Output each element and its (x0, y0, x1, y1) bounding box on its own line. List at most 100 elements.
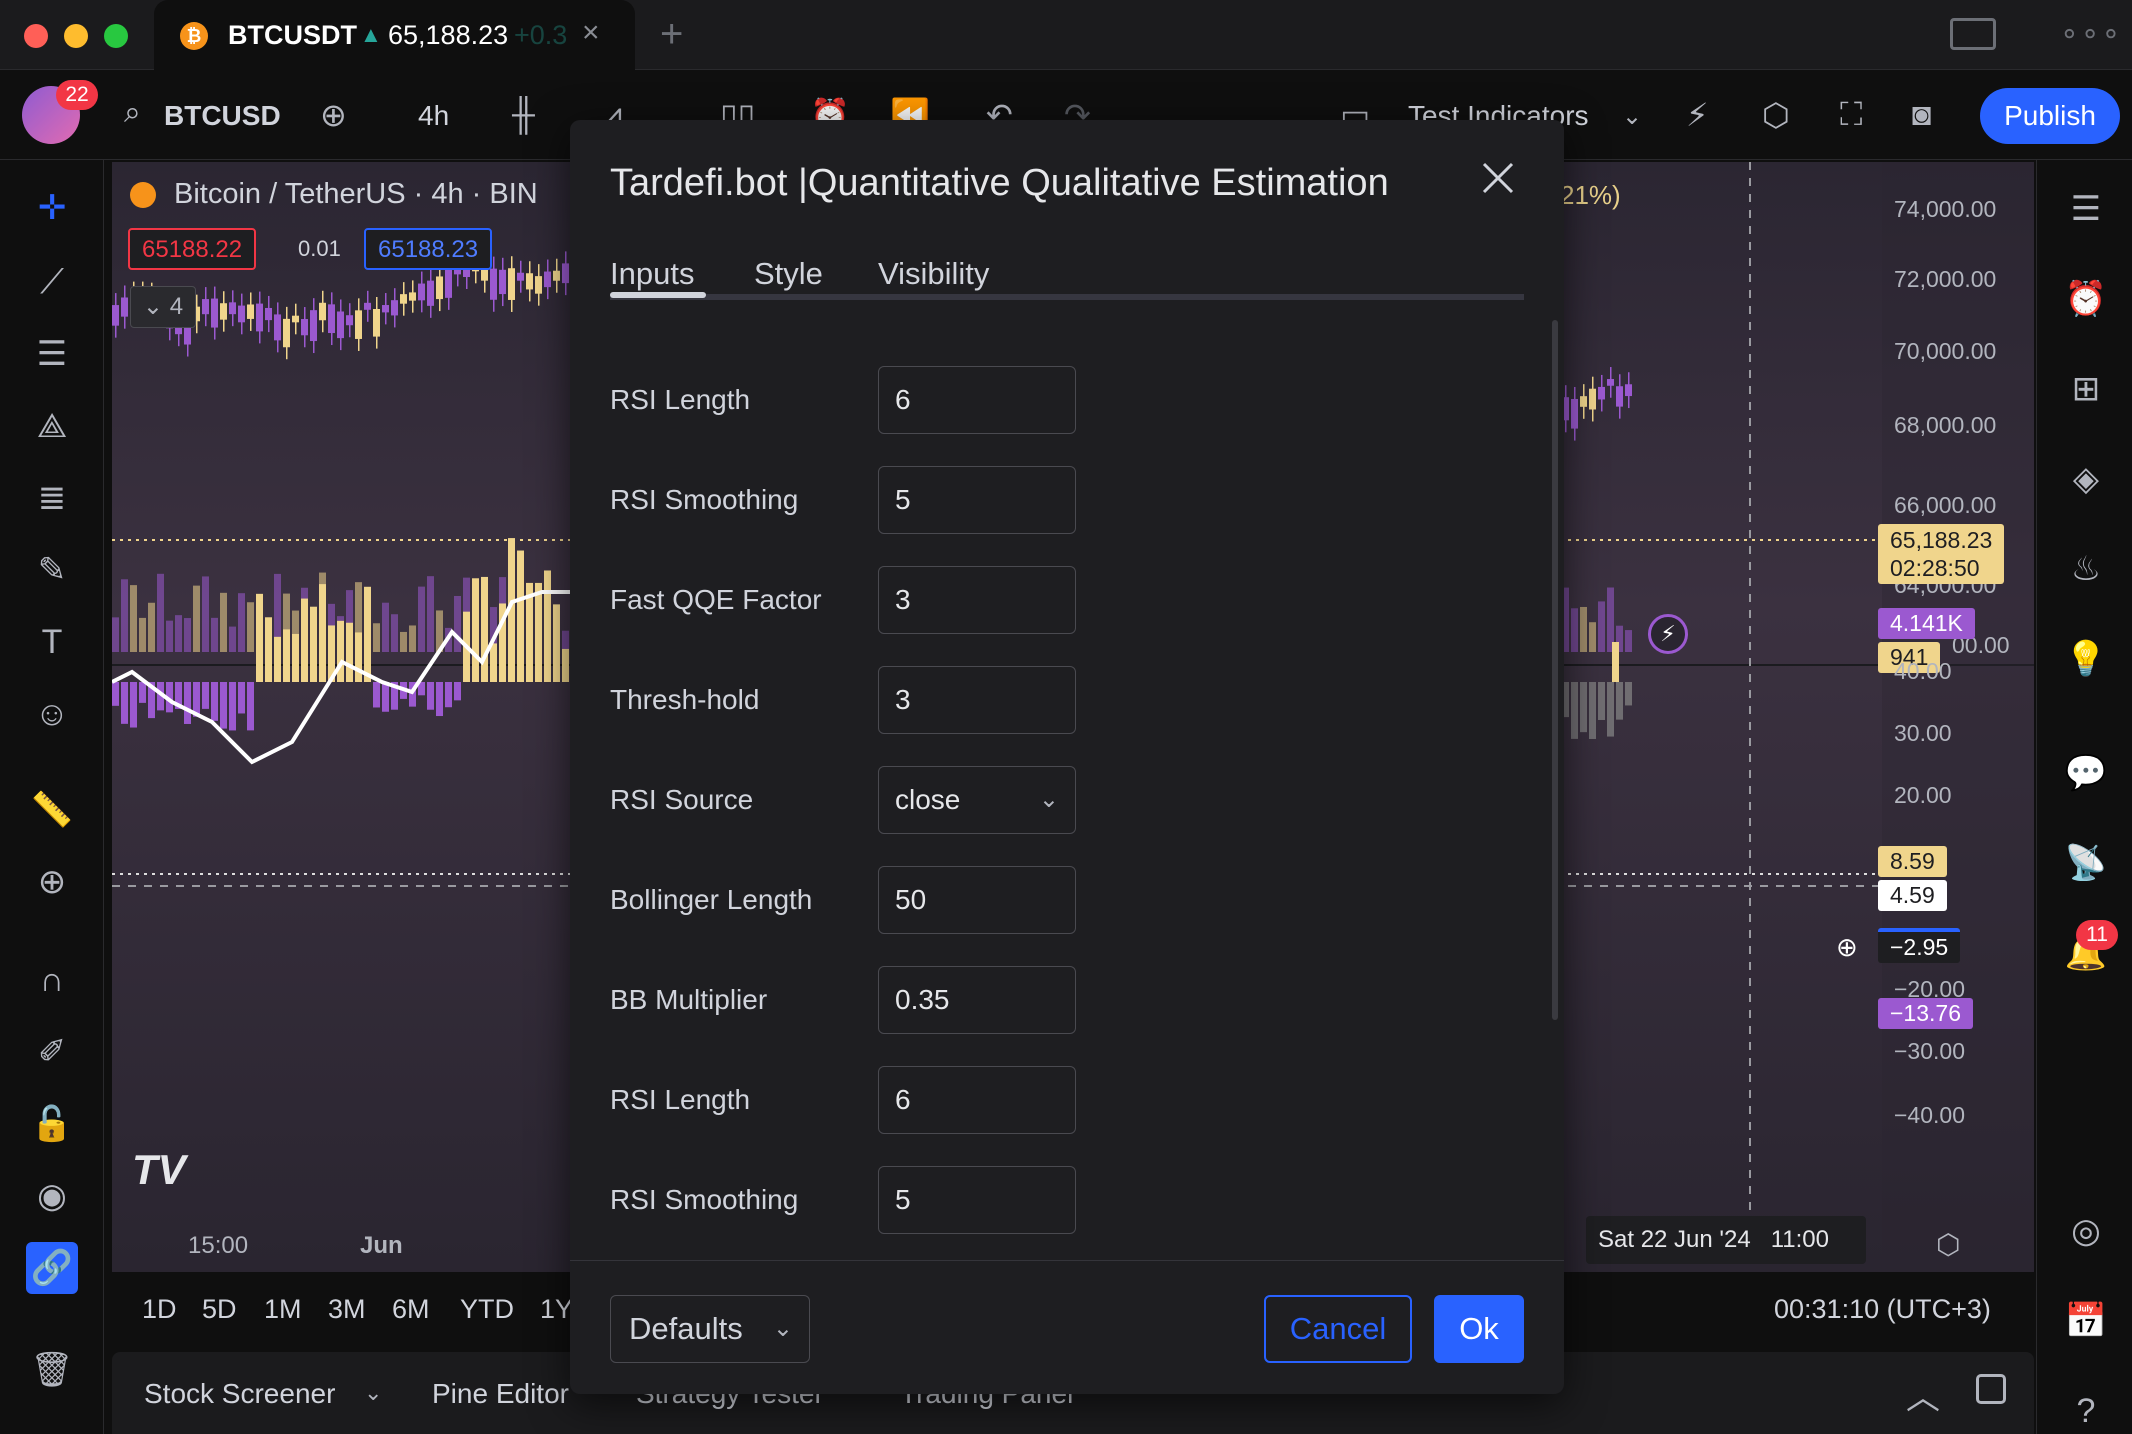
candle (265, 307, 272, 321)
lightning-icon[interactable]: ⚡ (1648, 614, 1688, 654)
ruler-icon[interactable]: 📏 (30, 791, 74, 829)
magnet-icon[interactable]: ∩ (39, 961, 65, 999)
more-icon[interactable]: ∘∘∘ (2060, 17, 2123, 50)
buy-price[interactable]: 65188.23 (364, 228, 493, 270)
zoom-in-icon[interactable]: ⊕ (37, 863, 67, 901)
chart-legend-title[interactable]: Bitcoin / TetherUS · 4h · BIN (174, 178, 538, 210)
minimize-window-button[interactable] (64, 24, 88, 48)
bollinger-length-input[interactable]: 50 (878, 866, 1076, 934)
rsi-smoothing-2-input[interactable]: 5 (878, 1166, 1076, 1234)
volume-bar (157, 573, 164, 652)
trend-line-icon[interactable]: ⟋ (40, 263, 64, 301)
streams-icon[interactable]: 📡 (2064, 844, 2108, 882)
tab-btcusdt[interactable]: ₿ BTCUSDT ▲ 65,188.23 +0.3 × (154, 0, 635, 70)
zoom-window-button[interactable] (104, 24, 128, 48)
collapse-indicators-button[interactable]: ⌄ 4 (130, 286, 196, 328)
alarm-icon[interactable]: ⏰ (2064, 280, 2108, 318)
chevron-down-icon[interactable]: ⌄ (364, 1380, 383, 1405)
settings-icon[interactable]: ⬡ (1762, 97, 1790, 133)
lock-drawing-icon[interactable]: ✐ (37, 1033, 67, 1071)
crosshair-date: Sat 22 Jun '24 (1598, 1226, 1751, 1253)
eye-icon[interactable]: ◉ (37, 1177, 67, 1215)
forecast-icon[interactable]: ≣ (37, 479, 67, 517)
timezone-clock[interactable]: 00:31:10 (UTC+3) (1774, 1294, 1991, 1324)
chart-settings-icon[interactable]: ⬡ (1936, 1229, 1961, 1260)
tab-style[interactable]: Style (754, 256, 823, 291)
emoji-icon[interactable]: ☺ (34, 695, 70, 733)
target-icon[interactable]: ◎ (2071, 1212, 2101, 1250)
candles-icon[interactable]: ╫ (512, 96, 535, 132)
add-list-icon[interactable]: ⊞ (2071, 370, 2101, 408)
close-icon[interactable] (1474, 154, 1522, 202)
tradingview-logo[interactable]: TV (132, 1146, 186, 1193)
display-icon[interactable] (1950, 18, 1996, 50)
candle (301, 319, 308, 336)
timeframe-1m[interactable]: 1M (264, 1294, 302, 1324)
chevron-down-icon[interactable]: ⌄ (1622, 103, 1643, 130)
unlock-icon[interactable]: 🔓 (30, 1105, 74, 1143)
cancel-button[interactable]: Cancel (1264, 1295, 1412, 1363)
candle (553, 270, 560, 281)
candle (499, 269, 506, 295)
sell-price[interactable]: 65188.22 (128, 228, 257, 270)
pattern-icon[interactable]: ⟁ (36, 407, 68, 445)
timeframe-1y[interactable]: 1Y (540, 1294, 574, 1324)
tab-visibility[interactable]: Visibility (878, 256, 990, 291)
timeframe-1d[interactable]: 1D (142, 1294, 177, 1324)
add-alert-icon[interactable]: ⊕ (1836, 932, 1858, 962)
time-tick: Jun (360, 1232, 403, 1259)
chart-canvas[interactable] (112, 162, 2034, 1272)
layers-icon[interactable]: ◈ (2072, 460, 2100, 498)
tab-inputs[interactable]: Inputs (610, 256, 695, 291)
volume-tag: 4.141K (1878, 608, 1975, 639)
fullscreen-icon[interactable]: ⛶ (1840, 96, 1863, 132)
threshold-input[interactable]: 3 (878, 666, 1076, 734)
osc-bar (337, 620, 344, 682)
bb-multiplier-input[interactable]: 0.35 (878, 966, 1076, 1034)
chevron-up-icon[interactable]: ︿ (1906, 1379, 1940, 1417)
watchlist-icon[interactable]: ☰ (2070, 190, 2102, 228)
add-symbol-icon[interactable]: ⊕ (320, 97, 347, 133)
calendar-icon[interactable]: 📅 (2064, 1302, 2108, 1340)
rsi-length-2-input[interactable]: 6 (878, 1066, 1076, 1134)
brush-icon[interactable]: ✎ (37, 551, 67, 589)
timeframe-ytd[interactable]: YTD (460, 1294, 514, 1324)
quick-search-icon[interactable]: ⚡ (1686, 97, 1709, 133)
text-icon[interactable]: T (41, 623, 63, 661)
ideas-icon[interactable]: 💡 (2064, 640, 2108, 678)
rsi-smoothing-input[interactable]: 5 (878, 466, 1076, 534)
publish-button[interactable]: Publish (1980, 88, 2120, 144)
symbol-search[interactable]: BTCUSD (164, 100, 281, 131)
volume-bar (418, 586, 425, 652)
timeframe-3m[interactable]: 3M (328, 1294, 366, 1324)
spread: 0.01 (298, 236, 341, 261)
rsi-length-input[interactable]: 6 (878, 366, 1076, 434)
maximize-panel-icon[interactable] (1976, 1374, 2006, 1404)
timeframe-6m[interactable]: 6M (392, 1294, 430, 1324)
fib-icon[interactable]: ☰ (36, 335, 68, 373)
close-window-button[interactable] (24, 24, 48, 48)
chat-icon[interactable]: 💬 (2064, 754, 2108, 792)
hotlist-icon[interactable]: ♨ (2070, 550, 2102, 588)
timeframe-5d[interactable]: 5D (202, 1294, 237, 1324)
fast-qqe-factor-input[interactable]: 3 (878, 566, 1076, 634)
search-icon[interactable]: ⌕ (124, 96, 141, 129)
interval-button[interactable]: 4h (418, 100, 450, 131)
defaults-dropdown[interactable]: Defaults ⌄ (610, 1295, 810, 1363)
candle (1571, 398, 1578, 429)
tab-pine-editor[interactable]: Pine Editor (432, 1378, 569, 1409)
dialog-scrollbar[interactable] (1552, 320, 1558, 1020)
close-tab-icon[interactable]: × (582, 16, 600, 49)
new-tab-icon[interactable]: + (660, 12, 684, 56)
ok-button[interactable]: Ok (1434, 1295, 1524, 1363)
crosshair-icon[interactable]: ✛ (37, 189, 67, 227)
volume-bar (292, 610, 299, 652)
trash-icon[interactable]: 🗑 (30, 1351, 74, 1389)
help-icon[interactable]: ? (2076, 1392, 2096, 1430)
rsi-source-select[interactable]: close ⌄ (878, 766, 1076, 834)
link-icon[interactable]: 🔗 (26, 1242, 78, 1294)
camera-icon[interactable]: ◙ (1912, 96, 1932, 132)
candle (535, 276, 542, 294)
tab-stock-screener[interactable]: Stock Screener (144, 1378, 336, 1409)
osc-bar (328, 625, 335, 682)
